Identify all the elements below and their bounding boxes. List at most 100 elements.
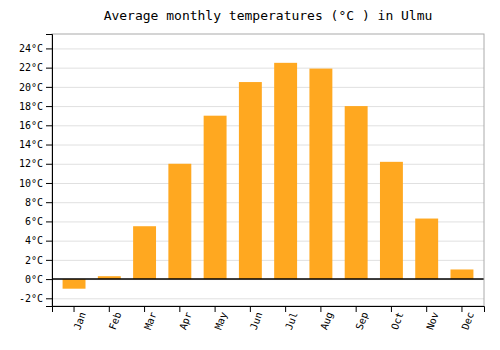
- bar: [345, 106, 368, 279]
- grid-tick: [52, 125, 484, 126]
- x-tick-label: Jun: [248, 311, 265, 332]
- bar: [204, 116, 227, 279]
- x-tick: Apr: [177, 306, 194, 331]
- plot: -2°C0°C2°C4°C6°C8°C10°C12°C14°C16°C18°C2…: [19, 34, 485, 331]
- x-axis-line: [53, 307, 485, 313]
- grid-line: [52, 183, 484, 184]
- x-tick-mark: [320, 306, 321, 312]
- grid-line: [52, 164, 484, 165]
- grid-line: [52, 48, 484, 49]
- x-tick: Jun: [248, 306, 265, 331]
- x-tick-label: Jan: [72, 311, 89, 332]
- grid-tick: [52, 106, 484, 107]
- y-tick-mark: [46, 183, 52, 184]
- x-tick-mark: [144, 306, 145, 312]
- y-tick: 2°C: [25, 255, 52, 266]
- y-tick: 24°C: [19, 43, 52, 54]
- bar: [380, 162, 403, 279]
- x-tick: Nov: [424, 306, 441, 331]
- zero-line: [52, 278, 484, 280]
- bar: [239, 82, 262, 279]
- x-tick-mark: [461, 306, 462, 312]
- y-tick-label: 4°C: [25, 235, 43, 246]
- y-tick-mark: [46, 260, 52, 261]
- grid-line: [52, 145, 484, 146]
- x-tick-label: May: [213, 311, 230, 332]
- bar: [415, 219, 438, 280]
- y-tick: 12°C: [19, 158, 52, 169]
- x-tick: May: [213, 306, 230, 331]
- y-tick: 16°C: [19, 120, 52, 131]
- title: Average monthly temperatures (°C ) in Ul…: [104, 8, 433, 23]
- y-tick: 20°C: [19, 82, 52, 93]
- x-tick-mark: [356, 306, 357, 312]
- x-tick-mark: [179, 306, 180, 312]
- y-tick-label: 0°C: [25, 274, 43, 285]
- x-tick-mark: [426, 306, 427, 312]
- y-tick-mark: [46, 202, 52, 203]
- x-tick-mark: [109, 306, 110, 312]
- grid-tick: [52, 202, 484, 203]
- y-tick: 10°C: [19, 178, 52, 189]
- grid-tick: [52, 68, 484, 69]
- grid-tick: [52, 279, 484, 280]
- y-axis-line: [46, 35, 53, 307]
- y-tick-mark: [46, 68, 52, 69]
- y-tick-label: 8°C: [25, 197, 43, 208]
- x-tick: Jan: [72, 306, 89, 331]
- y-tick-label: 6°C: [25, 216, 43, 227]
- y-tick-mark: [46, 298, 52, 299]
- y-tick-label: 20°C: [19, 82, 43, 93]
- bar: [309, 69, 332, 279]
- x-tick: Mar: [142, 306, 159, 331]
- bars: [52, 63, 484, 289]
- grid-line: [52, 298, 484, 299]
- x-tick-mark: [215, 306, 216, 312]
- y-tick-label: 18°C: [19, 101, 43, 112]
- y-tick: 6°C: [25, 216, 52, 227]
- y-tick-mark: [46, 241, 52, 242]
- y-tick: 8°C: [25, 197, 52, 208]
- y-tick-label: 2°C: [25, 255, 43, 266]
- x-tick-mark: [250, 306, 251, 312]
- grid-line: [52, 202, 484, 203]
- grid-line: [52, 68, 484, 69]
- y-tick-label: 10°C: [19, 178, 43, 189]
- x-tick: Aug: [318, 306, 335, 331]
- x-tick: Oct: [389, 306, 406, 331]
- y-tick: 18°C: [19, 101, 52, 112]
- x-tick-label: Sep: [354, 311, 371, 332]
- x-tick: Sep: [354, 306, 371, 331]
- x-tick: Jul: [283, 306, 300, 331]
- y-tick: 0°C: [25, 274, 52, 285]
- y-tick-mark: [46, 221, 52, 222]
- x-tick-label: Mar: [142, 311, 159, 332]
- y-tick-mark: [46, 279, 52, 280]
- grid-tick: [52, 48, 484, 49]
- y-tick: 4°C: [25, 235, 52, 246]
- x-tick: Feb: [107, 306, 124, 331]
- plot-frame: [52, 34, 484, 306]
- grid: [52, 49, 484, 299]
- grid-line: [52, 125, 484, 126]
- y-tick-label: 24°C: [19, 43, 43, 54]
- y-tick-label: -2°C: [19, 293, 43, 304]
- y-tick: 22°C: [19, 62, 52, 73]
- y-tick-mark: [46, 164, 52, 165]
- y-tick-mark: [46, 87, 52, 88]
- y-tick-label: 16°C: [19, 120, 43, 131]
- y-tick-mark: [46, 125, 52, 126]
- bar: [274, 63, 297, 279]
- x-tick-label: Feb: [107, 311, 124, 332]
- y-tick-label: 12°C: [19, 158, 43, 169]
- x-axis: Jan Feb Mar Apr May Jun Jul Aug Sep Oct Nov Dec: [53, 306, 485, 331]
- y-tick-mark: [46, 145, 52, 146]
- y-tick-mark: [46, 106, 52, 107]
- grid-tick: [52, 298, 484, 299]
- x-tick: Dec: [459, 306, 476, 331]
- bar: [450, 269, 473, 279]
- grid-line: [52, 279, 484, 280]
- grid-tick: [52, 87, 484, 88]
- y-tick-label: 22°C: [19, 62, 43, 73]
- x-tick-label: Nov: [424, 311, 441, 332]
